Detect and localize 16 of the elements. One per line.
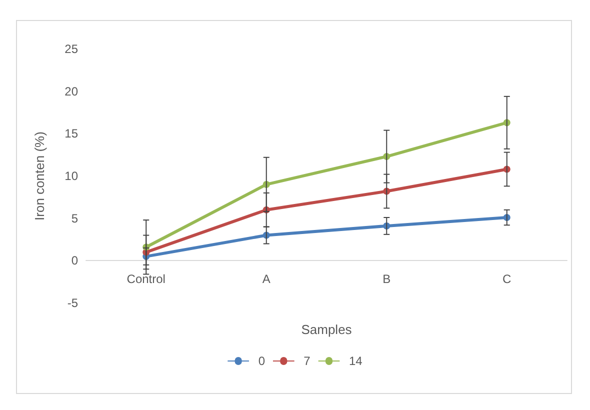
- y-tick-label: 25: [64, 42, 78, 56]
- y-tick-label: 5: [71, 211, 78, 226]
- x-axis-title: Samples: [301, 322, 352, 337]
- legend-label: 0: [258, 354, 266, 368]
- legend-label: 14: [349, 354, 363, 368]
- y-tick-label: 15: [64, 126, 78, 141]
- legend-label: 7: [304, 354, 311, 368]
- y-axis-title: Iron conten (%): [32, 132, 47, 220]
- x-tick-label: Control: [126, 272, 166, 286]
- x-tick-label: A: [262, 272, 270, 286]
- y-tick-label: 20: [64, 84, 78, 98]
- x-tick-label: B: [382, 272, 391, 286]
- x-tick-label: C: [502, 272, 512, 286]
- y-tick-label: 0: [71, 254, 78, 268]
- y-tick-label: 10: [64, 169, 78, 183]
- y-tick-label: -5: [67, 296, 78, 310]
